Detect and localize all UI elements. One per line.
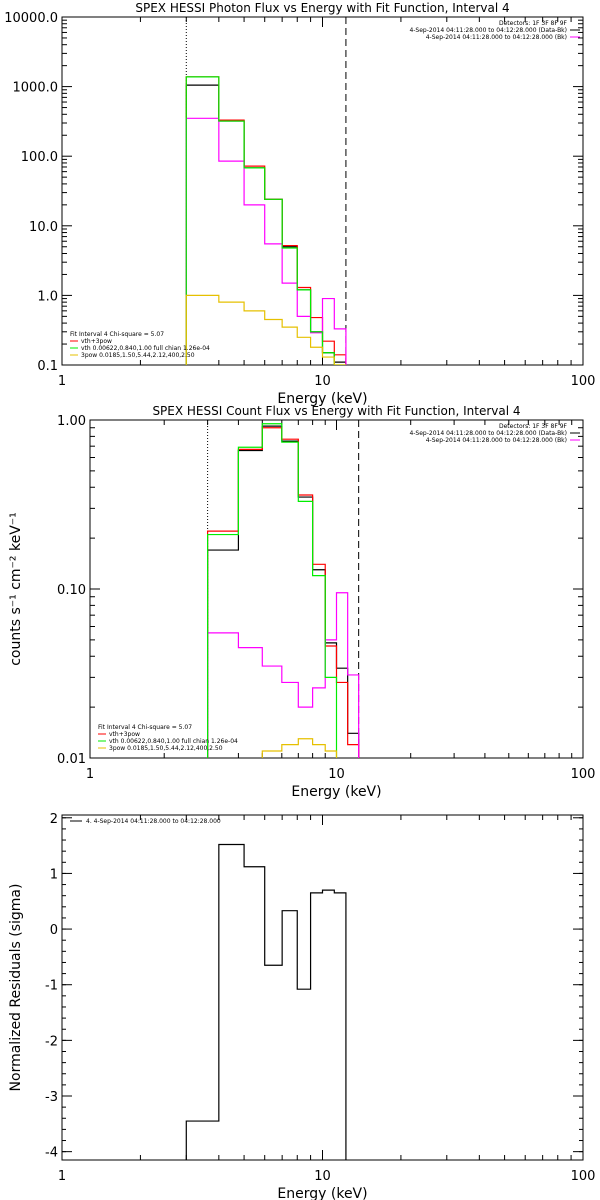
series-line-1 — [185, 843, 347, 1160]
x-tick-label: 100 — [571, 767, 596, 782]
legend-entry: 4-Sep-2014 04:11:28.000 to 04:12:28.000 … — [409, 430, 567, 437]
x-tick-label: 1 — [86, 767, 94, 782]
y-axis-label: counts s⁻¹ cm⁻² keV⁻¹ — [8, 512, 24, 666]
y-tick-label: -1 — [45, 979, 58, 994]
legend-entry: Detectors: 1F 3F 8F 9F — [499, 423, 568, 430]
x-axis-label: Energy (keV) — [277, 1186, 367, 1200]
series-line-5 — [207, 738, 360, 758]
legend-entry: 3pow 0.0185,1.50,5.44,2.12,400,2.50 — [81, 352, 195, 359]
legend-entry: vth 0.00622,0.840,1.00 full chian 1.26e-… — [109, 738, 238, 745]
series-line-3 — [207, 592, 360, 758]
y-tick-label: 1000.0 — [13, 81, 59, 96]
x-tick-label: 100 — [571, 1169, 596, 1184]
series-line-2 — [207, 427, 360, 758]
series-line-5 — [185, 294, 346, 365]
legend-entry: 4-Sep-2014 04:11:28.000 to 04:12:28.000 … — [426, 437, 567, 444]
chart-panel-3: 1 10 100 -4 -3 -2 -1 0 1 2 Energy (keV) Normalized … — [8, 812, 595, 1200]
series-line-3 — [185, 117, 347, 365]
plot-frame — [61, 814, 584, 1161]
legend-entry: Detectors: 1F 3F 8F 9F — [499, 20, 568, 27]
series-line-2 — [185, 76, 347, 365]
series-line-1 — [207, 425, 360, 758]
x-tick-label: 10 — [314, 374, 331, 389]
y-tick-label: 0.01 — [57, 752, 86, 767]
y-tick-label: 0 — [50, 923, 58, 938]
y-tick-label: 1 — [50, 867, 58, 882]
legend-entry: 4. 4-Sep-2014 04:11:28.000 to 04:12:28.0… — [86, 818, 221, 825]
legend-entry: 4-Sep-2014 04:11:28.000 to 04:12:28.000 … — [409, 27, 567, 34]
legend-entry: 3pow 0.0185,1.50,5.44,2.12,400,2.50 — [109, 745, 223, 752]
fit-info-text: Fit Interval 4 Chi-square = 5.07 — [98, 724, 192, 731]
x-tick-label: 1 — [58, 1169, 66, 1184]
chart-panel-1: SPEX HESSI Photon Flux vs Energy with Fi… — [4, 1, 595, 407]
chart-title: SPEX HESSI Photon Flux vs Energy with Fi… — [135, 1, 509, 15]
legend-entry: vth+3pow — [109, 731, 140, 738]
chart-panel-2: SPEX HESSI Count Flux vs Energy with Fit… — [8, 404, 596, 800]
y-tick-label: 0.10 — [57, 583, 86, 598]
x-tick-label: 10 — [328, 767, 345, 782]
x-axis-label: Energy (keV) — [277, 391, 367, 407]
y-tick-label: 1.00 — [57, 414, 86, 429]
fit-info-text: Fit Interval 4 Chi-square = 5.07 — [70, 331, 164, 338]
y-tick-label: 1.0 — [37, 289, 58, 304]
legend-entry: vth 0.00622,0.840,1.00 full chian 1.26e-… — [81, 345, 210, 352]
series-line-4 — [207, 423, 360, 758]
y-tick-label: 2 — [50, 812, 58, 827]
x-tick-label: 100 — [571, 374, 596, 389]
legend-entry: 4-Sep-2014 04:11:28.000 to 04:12:28.000 … — [426, 34, 567, 41]
chart-title: SPEX HESSI Count Flux vs Energy with Fit… — [152, 404, 520, 418]
legend-entry: vth+3pow — [81, 338, 112, 345]
x-tick-label: 10 — [314, 1169, 331, 1184]
y-tick-label: 10000.0 — [4, 11, 58, 26]
y-tick-label: -2 — [45, 1034, 58, 1049]
x-axis-label: Energy (keV) — [291, 784, 381, 800]
y-tick-label: -4 — [45, 1146, 58, 1161]
y-tick-label: 100.0 — [21, 150, 58, 165]
y-tick-label: -3 — [45, 1090, 58, 1105]
y-axis-label: Normalized Residuals (sigma) — [8, 884, 24, 1092]
y-tick-label: 10.0 — [29, 220, 58, 235]
x-tick-label: 1 — [58, 374, 66, 389]
y-tick-label: 0.1 — [37, 359, 58, 374]
